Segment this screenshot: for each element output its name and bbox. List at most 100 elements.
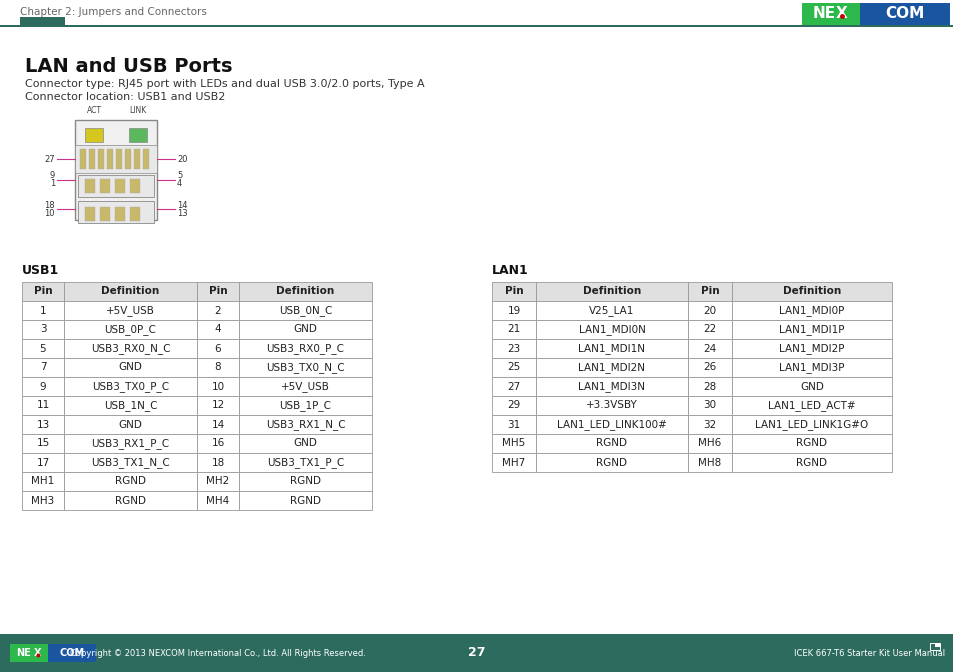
Text: Definition: Definition <box>782 286 841 296</box>
Text: 5: 5 <box>177 171 182 181</box>
Bar <box>492 434 536 453</box>
Bar <box>536 434 687 453</box>
Text: LAN1_MDI2P: LAN1_MDI2P <box>779 343 843 354</box>
Text: +5V_USB: +5V_USB <box>106 305 154 316</box>
Bar <box>687 339 731 358</box>
Bar <box>239 358 372 377</box>
Bar <box>143 149 149 169</box>
Bar <box>239 396 372 415</box>
Bar <box>85 207 95 221</box>
Bar <box>64 358 196 377</box>
Bar <box>196 320 239 339</box>
Text: Definition: Definition <box>582 286 640 296</box>
Bar <box>22 282 64 301</box>
Bar <box>492 320 536 339</box>
Text: LAN1_MDI3N: LAN1_MDI3N <box>578 381 645 392</box>
Text: GND: GND <box>294 439 317 448</box>
Bar <box>129 128 147 142</box>
Text: Pin: Pin <box>33 286 52 296</box>
Text: USB3_RX0_N_C: USB3_RX0_N_C <box>91 343 170 354</box>
Text: LAN1_LED_LINK1G#O: LAN1_LED_LINK1G#O <box>755 419 868 430</box>
Text: 13: 13 <box>177 208 188 218</box>
Text: Copyright © 2013 NEXCOM International Co., Ltd. All Rights Reserved.: Copyright © 2013 NEXCOM International Co… <box>70 648 366 657</box>
Text: 27: 27 <box>468 646 485 659</box>
Text: 17: 17 <box>36 458 50 468</box>
Text: MH6: MH6 <box>698 439 720 448</box>
Bar <box>116 149 122 169</box>
Text: Connector type: RJ45 port with LEDs and dual USB 3.0/2.0 ports, Type A: Connector type: RJ45 port with LEDs and … <box>25 79 424 89</box>
Text: MH8: MH8 <box>698 458 720 468</box>
Bar <box>492 396 536 415</box>
Text: LAN and USB Ports: LAN and USB Ports <box>25 58 233 77</box>
Text: COM: COM <box>884 7 923 22</box>
Bar <box>536 453 687 472</box>
Bar <box>239 377 372 396</box>
Bar <box>801 3 859 25</box>
Bar <box>239 472 372 491</box>
Text: USB1: USB1 <box>22 263 59 276</box>
Text: 13: 13 <box>36 419 50 429</box>
Text: RGND: RGND <box>596 439 627 448</box>
Text: ICEK 667-T6 Starter Kit User Manual: ICEK 667-T6 Starter Kit User Manual <box>793 648 944 657</box>
Text: LAN1_LED_LINK100#: LAN1_LED_LINK100# <box>557 419 666 430</box>
Bar <box>731 415 891 434</box>
Bar <box>64 396 196 415</box>
Text: 32: 32 <box>702 419 716 429</box>
Bar <box>100 207 110 221</box>
Text: LAN1_LED_ACT#: LAN1_LED_ACT# <box>767 400 855 411</box>
Text: 26: 26 <box>702 362 716 372</box>
Text: Definition: Definition <box>276 286 335 296</box>
Bar <box>687 377 731 396</box>
Bar <box>22 320 64 339</box>
Text: 9: 9 <box>40 382 47 392</box>
Text: ACT: ACT <box>87 106 101 115</box>
Bar <box>196 472 239 491</box>
Bar <box>492 358 536 377</box>
Bar <box>196 358 239 377</box>
Bar <box>196 415 239 434</box>
Text: GND: GND <box>118 419 142 429</box>
Bar <box>492 339 536 358</box>
Text: USB3_RX1_P_C: USB3_RX1_P_C <box>91 438 170 449</box>
Text: USB_0N_C: USB_0N_C <box>278 305 332 316</box>
Bar <box>731 453 891 472</box>
Bar <box>64 339 196 358</box>
Text: 31: 31 <box>507 419 520 429</box>
Text: X: X <box>34 648 42 658</box>
Bar <box>22 396 64 415</box>
Text: 8: 8 <box>214 362 221 372</box>
Text: USB3_TX1_P_C: USB3_TX1_P_C <box>267 457 344 468</box>
Text: +5V_USB: +5V_USB <box>281 381 330 392</box>
Bar <box>239 434 372 453</box>
Bar <box>536 339 687 358</box>
Text: MH1: MH1 <box>31 476 54 487</box>
Bar <box>107 149 112 169</box>
Bar <box>64 491 196 510</box>
Bar <box>85 179 95 193</box>
Text: V25_LA1: V25_LA1 <box>589 305 634 316</box>
Text: Definition: Definition <box>101 286 159 296</box>
Bar <box>115 179 125 193</box>
Text: LAN1_MDI0N: LAN1_MDI0N <box>578 324 645 335</box>
Bar <box>929 643 939 650</box>
Bar <box>239 415 372 434</box>
Text: 7: 7 <box>40 362 47 372</box>
Bar <box>536 301 687 320</box>
Bar <box>536 282 687 301</box>
Text: MH5: MH5 <box>502 439 525 448</box>
Bar <box>196 377 239 396</box>
Text: X: X <box>835 7 847 22</box>
Bar <box>85 128 103 142</box>
Bar <box>64 453 196 472</box>
Bar <box>731 377 891 396</box>
Text: 24: 24 <box>702 343 716 353</box>
Bar <box>687 434 731 453</box>
Text: 6: 6 <box>214 343 221 353</box>
Text: 22: 22 <box>702 325 716 335</box>
Text: Chapter 2: Jumpers and Connectors: Chapter 2: Jumpers and Connectors <box>20 7 207 17</box>
Bar <box>22 339 64 358</box>
Bar <box>731 301 891 320</box>
Bar <box>64 301 196 320</box>
Bar <box>22 358 64 377</box>
Bar <box>78 201 153 223</box>
